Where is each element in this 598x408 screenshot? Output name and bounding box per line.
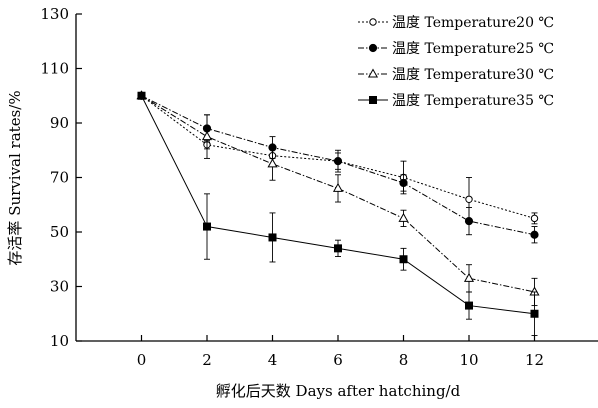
x-tick-label: 6	[333, 351, 343, 369]
series-line	[141, 95, 535, 315]
data-point-marker	[203, 222, 211, 231]
y-tick-label: 10	[50, 332, 69, 350]
y-axis-title: 存活率 Survival rates/%	[6, 90, 24, 265]
data-point-marker	[530, 309, 539, 318]
legend-item-3: 温度 Temperature30 ℃	[358, 67, 554, 83]
x-tick-label: 10	[459, 351, 478, 369]
y-tick-label: 90	[50, 114, 69, 132]
data-point-marker	[268, 233, 277, 242]
x-tick-label: 0	[137, 351, 147, 369]
legend-label: 温度 Temperature30 ℃	[392, 67, 554, 83]
data-point-marker	[368, 43, 378, 53]
y-tick-label: 50	[50, 223, 69, 241]
data-point-marker	[530, 230, 539, 239]
axes: 10 30 50 70 90 110 130 0 2 4 6 8 10 12	[40, 5, 598, 369]
x-tick-label: 8	[399, 351, 409, 369]
data-point-marker	[464, 217, 474, 226]
data-point-marker	[267, 158, 278, 168]
legend-label: 温度 Temperature25 ℃	[392, 41, 554, 57]
legend: 温度 Temperature20 ℃ 温度 Temperature25 ℃ 温度 T…	[358, 15, 554, 109]
data-point-marker	[465, 301, 473, 310]
series-4	[137, 91, 539, 336]
series-layer	[136, 90, 540, 336]
data-point-marker	[334, 244, 342, 253]
legend-item-2: 温度 Temperature25 ℃	[358, 41, 554, 57]
x-tick-label: 2	[202, 351, 212, 369]
x-tick-label: 4	[268, 351, 278, 369]
data-point-marker	[369, 18, 377, 26]
series-2	[137, 91, 539, 244]
data-point-marker	[332, 182, 344, 192]
legend-label: 温度 Temperature20 ℃	[392, 15, 554, 31]
data-point-marker	[398, 212, 409, 222]
x-tick-label: 12	[525, 351, 544, 369]
data-point-marker	[399, 178, 408, 188]
data-point-marker	[333, 157, 343, 166]
data-point-marker	[530, 214, 539, 223]
data-point-marker	[465, 195, 473, 204]
y-tick-label: 110	[40, 60, 69, 78]
x-axis-title: 孵化后天数 Days after hatching/d	[216, 382, 461, 400]
legend-item-4: 温度 Temperature35 ℃	[358, 93, 554, 109]
data-point-marker	[367, 68, 379, 78]
y-tick-label: 130	[40, 5, 69, 23]
data-point-marker	[369, 96, 377, 104]
y-tick-label: 30	[50, 278, 69, 296]
legend-label: 温度 Temperature35 ℃	[392, 93, 554, 109]
data-point-marker	[463, 272, 475, 282]
legend-item-1: 温度 Temperature20 ℃	[358, 15, 554, 31]
data-point-marker	[399, 255, 408, 264]
data-point-marker	[201, 131, 213, 141]
data-point-marker	[137, 91, 146, 100]
y-tick-label: 70	[50, 169, 69, 187]
